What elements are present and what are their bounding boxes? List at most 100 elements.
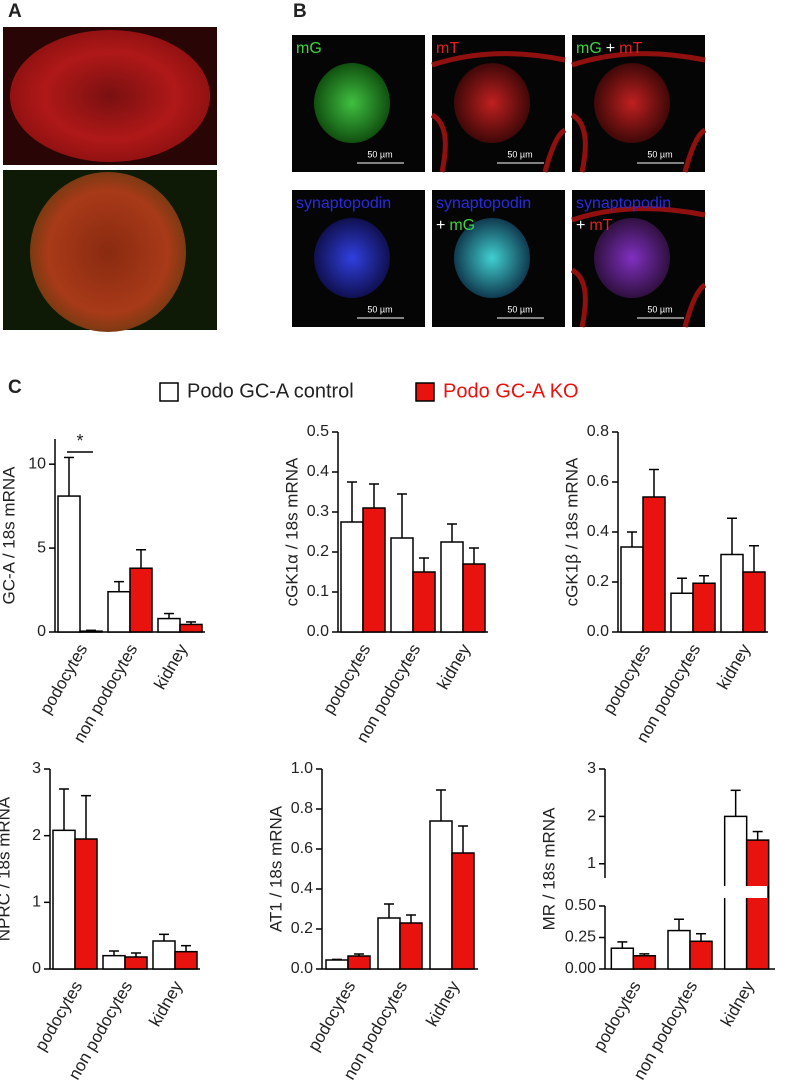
label-part: synaptopodin [296, 195, 391, 212]
y-tick-label: 3 [32, 760, 41, 777]
bar [57, 495, 81, 633]
kidney-section [10, 30, 210, 162]
y-tick-label: 0.1 [307, 583, 329, 600]
panel-label: A [8, 1, 22, 22]
image-label: mG + mT [576, 40, 642, 57]
glomerulus [594, 63, 670, 143]
legend-swatch [159, 382, 179, 402]
y-tick-label: 0.4 [587, 523, 609, 540]
y-tick-label: 0.6 [587, 473, 609, 490]
label-part: + [436, 217, 445, 234]
y-axis-label: AT1 / 18s mRNA [266, 805, 285, 932]
scale-bar-label: 50 µm [507, 149, 532, 159]
scale-bar-label: 50 µm [647, 304, 672, 314]
y-tick-label: 0.0 [291, 960, 313, 977]
bar [632, 955, 657, 970]
label-part: mT [619, 40, 642, 57]
bar [670, 592, 694, 633]
bar [742, 571, 766, 633]
bar [152, 940, 176, 970]
x-tick-label: podocytes [304, 978, 359, 1055]
panel-label: C [8, 377, 22, 398]
bar [412, 571, 436, 633]
y-tick-label: 0.5 [307, 423, 329, 440]
kidney-section [30, 172, 186, 332]
y-tick-label: 0.8 [587, 423, 609, 440]
bar [362, 507, 386, 633]
scale-bar-label: 50 µm [367, 304, 392, 314]
x-tick-label: kidney [433, 640, 474, 692]
bar [124, 956, 148, 970]
x-tick-label: podocytes [319, 641, 374, 718]
x-tick-label: kidney [717, 977, 758, 1029]
glomerulus [454, 218, 530, 298]
label-part: + [606, 40, 615, 57]
bar [377, 917, 401, 970]
bar [440, 541, 464, 633]
scale-bar-label: 50 µm [647, 149, 672, 159]
y-tick-label: 0.3 [307, 503, 329, 520]
y-tick-label: 0.6 [291, 840, 313, 857]
y-tick-label: 10 [28, 455, 46, 472]
legend-label: Podo GC-A KO [443, 380, 579, 402]
label-part: mT [436, 40, 459, 57]
x-tick-label: kidney [422, 977, 463, 1029]
y-tick-label: 0 [32, 960, 41, 977]
bar [340, 521, 364, 633]
bar [667, 929, 691, 970]
y-tick-label: 1 [32, 894, 41, 911]
bar [399, 922, 423, 970]
y-axis-label: cGK1β / 18s mRNA [562, 457, 581, 606]
annotation: * [76, 431, 83, 451]
panel-label: B [293, 1, 307, 22]
label-part: mT [589, 217, 612, 234]
bar [52, 829, 76, 970]
bar [107, 590, 131, 633]
bar [720, 553, 744, 633]
x-tick-label: kidney [145, 977, 186, 1029]
y-tick-label: 1 [587, 855, 596, 872]
bar [451, 852, 475, 970]
y-axis-label: MR / 18s mRNA [539, 807, 558, 930]
label-part: mG [296, 40, 322, 57]
bar [174, 950, 198, 970]
cell-outline [570, 206, 707, 328]
bar [102, 954, 126, 970]
y-tick-label: 0.2 [291, 920, 313, 937]
y-axis-label: GC-A / 18s mRNA [0, 466, 18, 605]
glomerulus [314, 63, 390, 143]
bar [620, 546, 644, 633]
y-tick-label: 1.0 [291, 760, 313, 777]
axis-break [597, 886, 767, 898]
bar [429, 820, 453, 970]
bar [347, 955, 371, 970]
bar [157, 617, 181, 633]
y-tick-label: 0.4 [307, 463, 329, 480]
bar [79, 630, 103, 633]
x-tick-label: kidney [713, 640, 754, 692]
y-tick-label: 0.0 [307, 623, 329, 640]
bar [74, 838, 98, 970]
glomerulus [454, 63, 530, 143]
bar [390, 537, 414, 633]
label-part: synaptopodin [436, 195, 531, 212]
y-tick-label: 0 [37, 623, 46, 640]
label-part: mG [576, 40, 602, 57]
y-tick-label: 0.0 [587, 623, 609, 640]
label-part: + [576, 217, 585, 234]
image-label: mT [436, 40, 459, 57]
y-tick-label: 0.2 [587, 573, 609, 590]
bar [179, 623, 203, 633]
y-tick-label: 0.4 [291, 880, 313, 897]
bar [745, 839, 770, 970]
glomerulus [594, 218, 670, 298]
glomerulus [314, 218, 390, 298]
image-label: synaptopodin + mT [576, 195, 671, 234]
scale-bar-label: 50 µm [507, 304, 532, 314]
legend-swatch [415, 382, 435, 402]
label-part: mG [449, 217, 475, 234]
y-tick-label: 2 [32, 827, 41, 844]
x-tick-label: podocytes [589, 978, 644, 1055]
legend-label: Podo GC-A control [187, 380, 354, 402]
